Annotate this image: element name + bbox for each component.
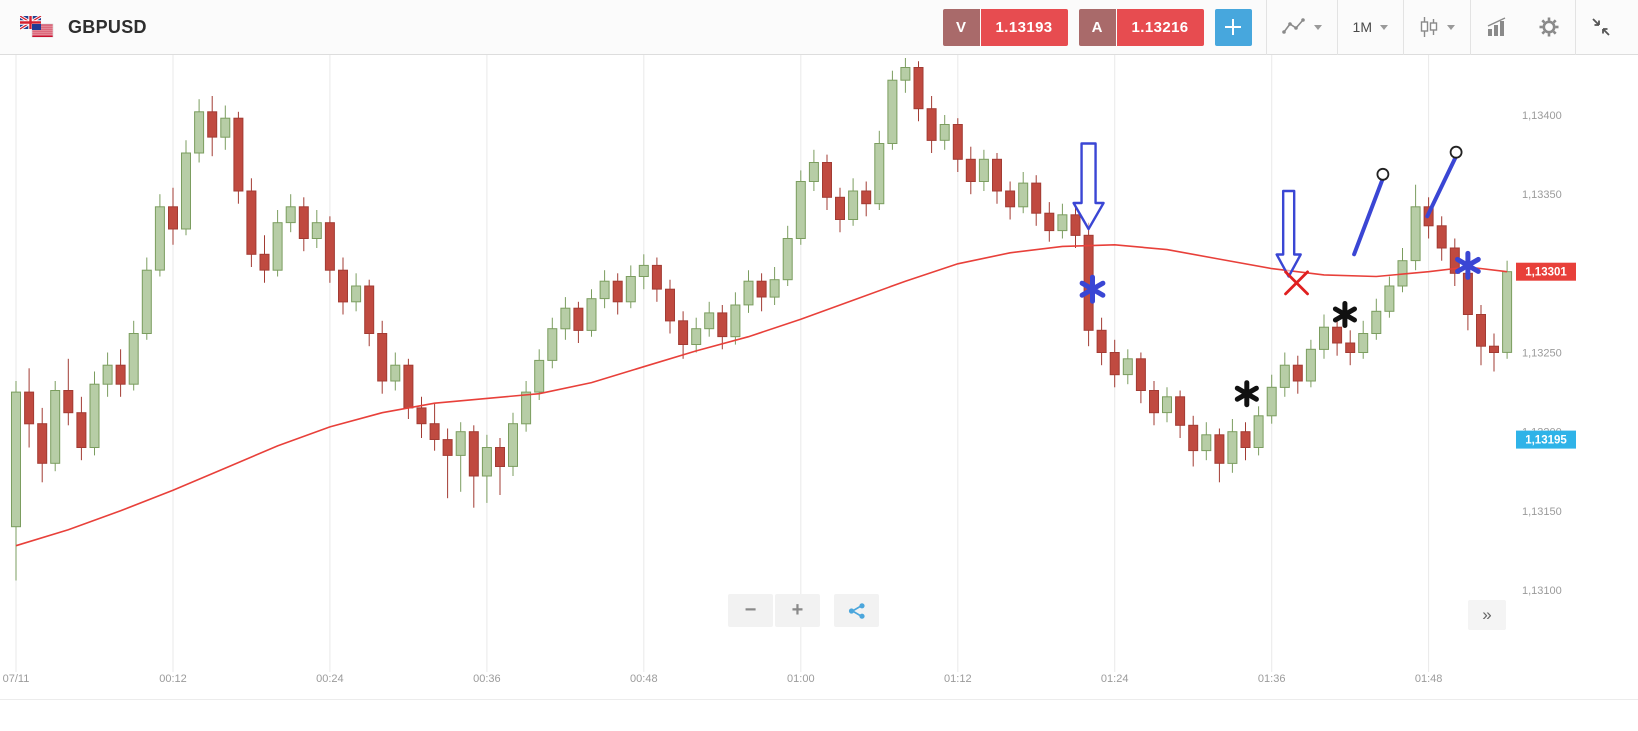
symbol-title: GBPUSD	[68, 16, 147, 37]
indicators-icon	[1487, 17, 1506, 36]
toolbar: GBPUSD V 1.13193 A 1.13216 1M	[0, 0, 1638, 55]
chevron-down-icon	[1380, 24, 1388, 30]
time-gridlines	[15, 55, 1430, 672]
svg-text:01:12: 01:12	[944, 673, 972, 685]
down-arrow-annotation[interactable]	[1275, 189, 1302, 278]
candles-layer[interactable]	[11, 58, 1513, 581]
chart-zoom-controls: − +	[728, 594, 879, 627]
collapse-button[interactable]	[1576, 0, 1626, 55]
expand-panel-label: »	[1482, 605, 1492, 624]
svg-text:01:24: 01:24	[1101, 673, 1129, 685]
moving-average-line	[15, 243, 1508, 547]
toolbar-separator	[1575, 0, 1576, 55]
current-price-label: 1,13301	[1516, 262, 1576, 281]
chevron-down-icon	[1447, 24, 1455, 30]
share-icon	[848, 602, 865, 619]
toolbar-separator	[1470, 0, 1471, 55]
chart-type-dropdown[interactable]	[1267, 0, 1337, 55]
instrument-header: GBPUSD	[20, 16, 147, 38]
buy-button[interactable]: A	[1078, 8, 1116, 46]
candlestick-chart[interactable]: 07/11 00:12 00:24 00:36 00:48 01:00 01:12 01:24…	[0, 55, 1638, 700]
candlestick-icon	[1420, 17, 1438, 37]
share-button[interactable]	[834, 594, 879, 627]
line-chart-icon	[1281, 18, 1305, 34]
indicators-button[interactable]	[1471, 0, 1523, 55]
svg-text:00:12: 00:12	[159, 673, 187, 685]
current-price-label: 1,13195	[1516, 430, 1576, 449]
svg-text:1,13100: 1,13100	[1522, 585, 1562, 597]
svg-text:00:36: 00:36	[473, 673, 501, 685]
svg-text:1,13195: 1,13195	[1525, 435, 1567, 447]
trend-line-annotation[interactable]	[1425, 145, 1463, 219]
svg-text:01:48: 01:48	[1415, 673, 1443, 685]
buy-control: A 1.13216	[1078, 8, 1204, 46]
crosshair-tool-button[interactable]	[1214, 8, 1252, 46]
toolbar-right: V 1.13193 A 1.13216 1M	[942, 0, 1626, 55]
svg-text:07/11: 07/11	[3, 673, 30, 685]
candle-style-dropdown[interactable]	[1404, 0, 1470, 55]
timeframe-label: 1M	[1352, 19, 1372, 35]
svg-text:1,13301: 1,13301	[1525, 267, 1567, 279]
asterisk-marker[interactable]	[1455, 250, 1481, 280]
collapse-icon	[1592, 18, 1610, 36]
toolbar-separator	[1265, 0, 1267, 55]
chevron-down-icon	[1313, 24, 1322, 30]
svg-text:1,13250: 1,13250	[1522, 348, 1562, 360]
x-mark-annotation[interactable]	[1284, 270, 1309, 296]
down-arrow-annotation[interactable]	[1072, 142, 1105, 231]
asterisk-marker[interactable]	[1234, 380, 1259, 408]
toolbar-separator	[1336, 0, 1338, 55]
asterisk-marker[interactable]	[1079, 274, 1106, 304]
svg-text:1,13400: 1,13400	[1522, 110, 1562, 122]
svg-text:01:00: 01:00	[787, 673, 815, 685]
trend-line-annotation[interactable]	[1352, 167, 1390, 257]
svg-text:1,13350: 1,13350	[1522, 189, 1562, 201]
settings-button[interactable]	[1523, 0, 1575, 55]
toolbar-separator	[1403, 0, 1404, 55]
gear-icon	[1539, 17, 1559, 37]
zoom-in-label: +	[791, 599, 804, 621]
sell-control: V 1.13193	[942, 8, 1068, 46]
bottom-spacer	[0, 700, 1638, 731]
crosshair-icon	[1225, 19, 1242, 35]
price-axis-labels: 1,134001,133501,133001,132501,132001,131…	[1522, 110, 1562, 597]
svg-text:00:24: 00:24	[316, 673, 344, 685]
zoom-out-label: −	[744, 599, 757, 621]
svg-text:1,13150: 1,13150	[1522, 506, 1562, 518]
svg-text:01:36: 01:36	[1258, 673, 1286, 685]
expand-panel-button[interactable]: »	[1468, 600, 1506, 630]
sell-price-button[interactable]: 1.13193	[980, 8, 1068, 46]
chart-panel: 07/11 00:12 00:24 00:36 00:48 01:00 01:12 01:24…	[0, 55, 1638, 700]
time-axis-labels: 07/11 00:12 00:24 00:36 00:48 01:00 01:12 01:24…	[3, 673, 1443, 685]
gbpusd-pair-flag-icon	[20, 16, 54, 38]
svg-text:00:48: 00:48	[630, 673, 658, 685]
zoom-out-button[interactable]: −	[728, 594, 773, 627]
asterisk-marker[interactable]	[1332, 301, 1357, 328]
timeframe-dropdown[interactable]: 1M	[1338, 0, 1403, 55]
buy-price-button[interactable]: 1.13216	[1116, 8, 1204, 46]
sell-button[interactable]: V	[942, 8, 980, 46]
zoom-in-button[interactable]: +	[775, 594, 820, 627]
